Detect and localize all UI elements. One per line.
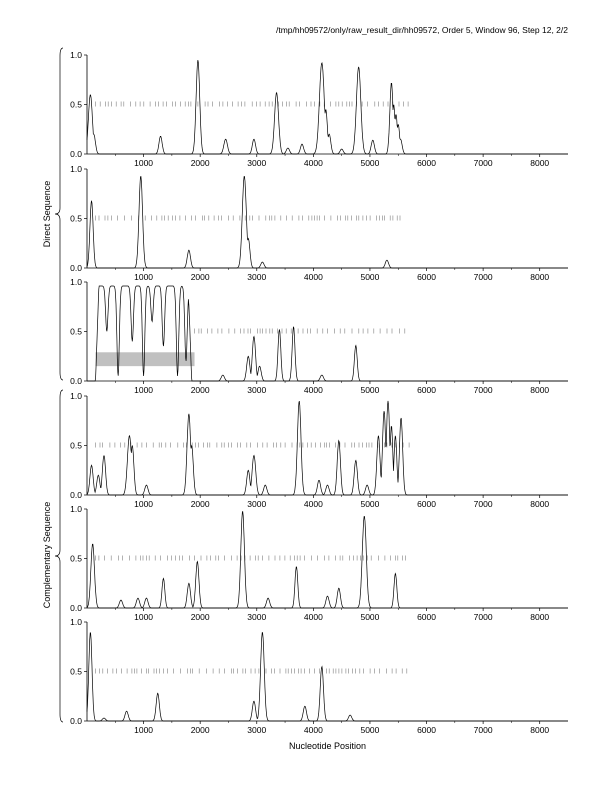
x-tick-label: 8000 (530, 612, 549, 622)
x-tick-label: 7000 (474, 612, 493, 622)
highlight-band (95, 352, 195, 367)
marker-ticks (95, 668, 408, 674)
marker-ticks (95, 442, 410, 448)
x-tick-label: 1000 (134, 612, 153, 622)
y-tick-label: 0.0 (70, 376, 82, 386)
y-tick-label: 0.5 (70, 100, 82, 110)
y-tick-label: 0.5 (70, 214, 82, 224)
x-tick-label: 5000 (360, 385, 379, 395)
x-tick-label: 2000 (191, 499, 210, 509)
y-tick-label: 0.5 (70, 327, 82, 337)
signal-line (86, 175, 568, 269)
x-tick-label: 6000 (417, 612, 436, 622)
x-tick-label: 1000 (134, 272, 153, 282)
x-tick-label: 2000 (191, 272, 210, 282)
signal-line (87, 285, 568, 382)
x-tick-label: 2000 (191, 725, 210, 735)
y-tick-label: 0.5 (70, 667, 82, 677)
x-tick-label: 7000 (474, 499, 493, 509)
x-tick-label: 7000 (474, 385, 493, 395)
x-tick-label: 3000 (247, 385, 266, 395)
x-tick-label: 4000 (304, 158, 323, 168)
x-axis-label: Nucleotide Position (288, 741, 367, 751)
brace-complementary (54, 389, 64, 723)
y-tick-label: 1.0 (70, 504, 82, 514)
x-tick-label: 4000 (304, 499, 323, 509)
y-tick-label: 0.0 (70, 149, 82, 159)
x-tick-label: 6000 (417, 272, 436, 282)
marker-ticks (95, 215, 401, 221)
signal-line (86, 511, 568, 609)
marker-ticks (194, 328, 406, 334)
x-tick-label: 4000 (304, 612, 323, 622)
x-tick-label: 3000 (247, 499, 266, 509)
x-tick-label: 7000 (474, 158, 493, 168)
x-tick-label: 5000 (360, 499, 379, 509)
x-tick-label: 4000 (304, 272, 323, 282)
x-tick-label: 8000 (530, 385, 549, 395)
y-tick-label: 0.0 (70, 490, 82, 500)
x-tick-label: 8000 (530, 158, 549, 168)
x-tick-label: 8000 (530, 499, 549, 509)
x-tick-label: 3000 (247, 158, 266, 168)
signal-line (86, 400, 568, 496)
x-tick-label: 4000 (304, 725, 323, 735)
x-tick-label: 2000 (191, 385, 210, 395)
x-tick-label: 7000 (474, 725, 493, 735)
signal-line (86, 632, 568, 722)
x-tick-label: 5000 (360, 612, 379, 622)
group-label-direct: Direct Sequence (42, 180, 52, 248)
x-tick-label: 6000 (417, 158, 436, 168)
x-tick-label: 1000 (134, 725, 153, 735)
x-tick-label: 1000 (134, 499, 153, 509)
y-tick-label: 0.0 (70, 603, 82, 613)
x-tick-label: 1000 (134, 385, 153, 395)
x-tick-label: 2000 (191, 612, 210, 622)
group-label-complementary: Complementary Sequence (42, 501, 52, 609)
x-tick-label: 6000 (417, 385, 436, 395)
x-tick-label: 3000 (247, 272, 266, 282)
x-tick-label: 2000 (191, 158, 210, 168)
x-tick-label: 6000 (417, 499, 436, 509)
y-tick-label: 1.0 (70, 50, 82, 60)
x-tick-label: 8000 (530, 725, 549, 735)
x-tick-label: 5000 (360, 272, 379, 282)
x-tick-label: 3000 (247, 612, 266, 622)
y-tick-label: 1.0 (70, 391, 82, 401)
y-tick-label: 0.0 (70, 263, 82, 273)
marker-ticks (95, 101, 409, 107)
brace-direct (54, 47, 64, 381)
x-tick-label: 3000 (247, 725, 266, 735)
x-tick-label: 5000 (360, 158, 379, 168)
y-tick-label: 0.0 (70, 716, 82, 726)
x-tick-label: 5000 (360, 725, 379, 735)
x-tick-label: 1000 (134, 158, 153, 168)
y-tick-label: 1.0 (70, 164, 82, 174)
y-tick-label: 1.0 (70, 277, 82, 287)
x-tick-label: 4000 (304, 385, 323, 395)
chart-title: /tmp/hh09572/only/raw_result_dir/hh09572… (275, 25, 568, 35)
x-tick-label: 7000 (474, 272, 493, 282)
y-tick-label: 1.0 (70, 617, 82, 627)
x-tick-label: 6000 (417, 725, 436, 735)
y-tick-label: 0.5 (70, 441, 82, 451)
y-tick-label: 0.5 (70, 554, 82, 564)
marker-ticks (95, 555, 406, 561)
signal-line (86, 59, 568, 155)
x-tick-label: 8000 (530, 272, 549, 282)
